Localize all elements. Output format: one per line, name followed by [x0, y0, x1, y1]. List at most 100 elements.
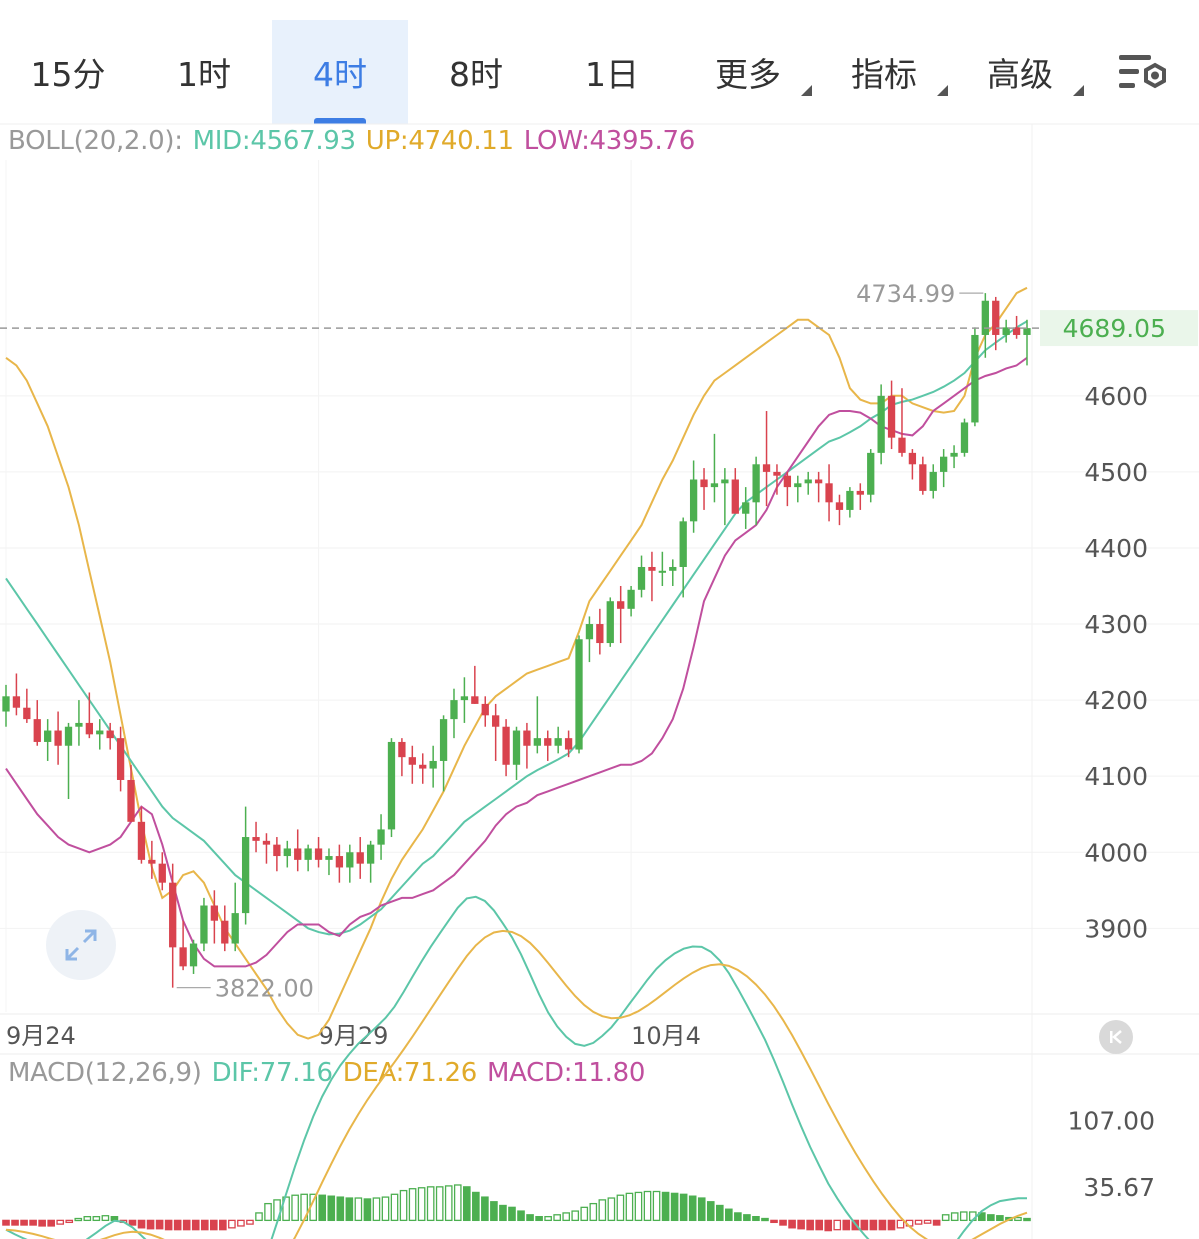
candle-body	[158, 863, 166, 883]
macd-histogram-bar	[408, 1188, 417, 1222]
macd-histogram-bar	[92, 1216, 101, 1222]
candle-body	[940, 456, 948, 472]
macd-histogram-bar	[526, 1214, 534, 1222]
timeframe-tab-bar: 15分 1时 4时 8时 1日 更多 指标 高级	[0, 0, 1199, 124]
macd-histogram-bar	[1023, 1217, 1031, 1222]
candle-body	[398, 741, 406, 758]
tab-1h-label: 1时	[177, 55, 231, 94]
expand-icon	[65, 929, 97, 961]
tab-4h[interactable]: 4时	[272, 20, 408, 124]
x-tick-label: 10月4	[631, 1022, 701, 1050]
boll-up-value: UP:4740.11	[365, 126, 514, 156]
candle-body	[492, 715, 500, 727]
macd-histogram-bar	[616, 1194, 625, 1222]
macd-histogram-bar	[210, 1219, 218, 1231]
tab-more[interactable]: 更多	[680, 20, 816, 124]
macd-histogram-bar	[2, 1219, 10, 1226]
candle-body	[294, 848, 302, 860]
rewind-to-start-button[interactable]	[1099, 1020, 1133, 1054]
tab-advanced[interactable]: 高级	[952, 20, 1088, 124]
macd-histogram-bar	[562, 1212, 571, 1222]
expand-chart-button[interactable]	[46, 910, 116, 980]
macd-histogram-bar	[164, 1219, 173, 1231]
candle-body	[617, 601, 625, 609]
macd-histogram-bar	[679, 1193, 688, 1222]
macd-histogram-bar	[770, 1219, 778, 1224]
dropdown-caret-icon	[937, 85, 948, 96]
y-tick-label: 4600	[1084, 382, 1148, 411]
candle-body	[283, 848, 291, 857]
candle-body	[721, 479, 729, 484]
y-tick-label: 4500	[1084, 458, 1148, 487]
tab-indicators-label: 指标	[851, 55, 917, 94]
macd-histogram-bar	[941, 1214, 950, 1222]
candle-body	[1002, 327, 1010, 335]
candle-body	[189, 943, 198, 967]
macd-histogram-bar	[345, 1197, 354, 1222]
candle-body	[700, 479, 708, 488]
macd-histogram-bar	[237, 1219, 245, 1227]
macd-histogram-bar	[399, 1189, 408, 1222]
macd-histogram-bar	[381, 1196, 390, 1222]
macd-histogram-bar	[887, 1219, 896, 1231]
candle-body	[554, 738, 562, 746]
tab-indicators[interactable]: 指标	[816, 20, 952, 124]
macd-dea-value: DEA:71.26	[342, 1058, 478, 1088]
candle-body	[200, 905, 208, 944]
candle-body	[544, 738, 552, 746]
tab-8h-label: 8时	[449, 55, 503, 94]
macd-histogram-bar	[101, 1215, 110, 1222]
high-price-label: 4734.99	[856, 280, 955, 308]
candle-body	[356, 852, 364, 864]
tab-15m[interactable]: 15分	[0, 20, 136, 124]
tab-1d[interactable]: 1日	[544, 20, 680, 124]
candle-body	[231, 913, 239, 944]
boll-legend: BOLL(20,2.0): MID:4567.93 UP:4740.11 LOW:43…	[8, 126, 705, 156]
candle-body	[804, 479, 812, 484]
macd-histogram-bar	[499, 1204, 507, 1222]
macd-histogram-bar	[146, 1219, 155, 1230]
candle-body	[75, 722, 83, 727]
boll-up-line	[5, 286, 1028, 1040]
candle-body	[33, 719, 41, 742]
macd-histogram-bar	[706, 1201, 715, 1222]
macd-histogram-bar	[38, 1219, 46, 1227]
dropdown-caret-icon	[1073, 85, 1084, 96]
chart-settings-button[interactable]	[1108, 40, 1178, 106]
candle-body	[783, 475, 792, 488]
candle-body	[585, 624, 594, 640]
macd-histogram-bar	[517, 1210, 525, 1222]
macd-histogram-bar	[336, 1196, 345, 1222]
candle-body	[273, 844, 281, 857]
candle-body	[346, 852, 354, 868]
macd-histogram-bar	[987, 1214, 995, 1222]
macd-histogram-bar	[797, 1219, 805, 1230]
macd-histogram-bar	[481, 1196, 489, 1222]
macd-histogram-bar	[734, 1212, 742, 1222]
dropdown-caret-icon	[801, 85, 812, 96]
tab-15m-label: 15分	[30, 55, 106, 94]
candle-body	[127, 779, 135, 822]
candle-body	[835, 502, 844, 510]
macd-macd-value: MACD:11.80	[486, 1058, 646, 1088]
macd-histogram-bar	[435, 1186, 444, 1222]
candle-body	[627, 589, 635, 609]
macd-histogram-bar	[607, 1197, 616, 1222]
macd-histogram-bar	[625, 1192, 634, 1222]
macd-histogram-bar	[56, 1219, 65, 1225]
tab-8h[interactable]: 8时	[408, 20, 544, 124]
boll-mid-line	[5, 320, 1028, 936]
candle-body	[898, 437, 906, 453]
low-price-label: 3822.00	[215, 975, 314, 1003]
macd-y-tick-label: 35.67	[1083, 1173, 1155, 1202]
tab-more-label: 更多	[715, 55, 781, 94]
active-tab-indicator	[314, 118, 366, 124]
candle-body	[752, 464, 760, 503]
tab-4h-label: 4时	[313, 55, 367, 94]
candle-body	[419, 764, 427, 769]
y-tick-label: 4300	[1084, 610, 1148, 639]
x-tick-label: 9月24	[6, 1022, 76, 1050]
candle-body	[106, 730, 114, 739]
tab-1h[interactable]: 1时	[136, 20, 272, 124]
